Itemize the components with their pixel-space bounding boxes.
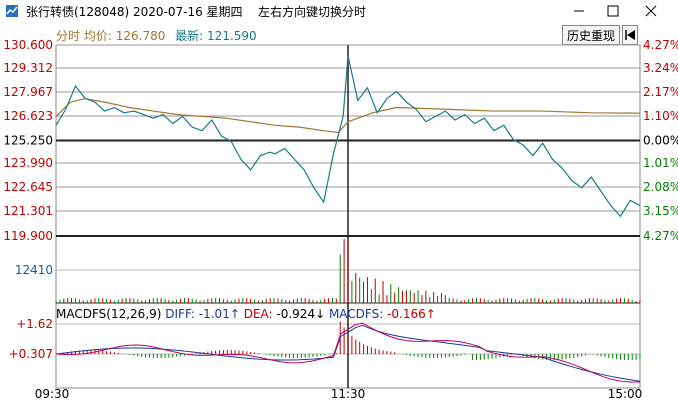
percent-tick-label: 3.15%: [643, 204, 678, 218]
macd-legend-part: DIFF:: [165, 307, 199, 321]
macd-legend-part: MACDFS:: [329, 307, 387, 321]
latest-value: 121.590: [207, 29, 257, 43]
window-title: 张行转债(128048) 2020-07-16 星期四: [26, 5, 243, 19]
macd-legend-part: DEA:: [244, 307, 277, 321]
price-tick-label: 129.312: [3, 61, 53, 75]
percent-tick-label: 0.00%: [643, 134, 678, 148]
price-line: [55, 55, 641, 218]
close-icon: [645, 5, 657, 17]
percent-tick-label: 4.27%: [643, 229, 678, 243]
history-replay-button[interactable]: 历史重现: [562, 25, 620, 45]
percent-tick-label: 2.17%: [643, 85, 678, 99]
price-tick-label: 127.967: [3, 85, 53, 99]
fenshi-label: 分时: [56, 29, 81, 43]
maximize-icon: [607, 5, 619, 17]
macd-legend-part: -1.01↑: [199, 307, 244, 321]
app-icon: [6, 5, 18, 17]
maximize-button[interactable]: [598, 0, 628, 22]
time-label: 11:30: [331, 387, 366, 400]
percent-tick-label: 4.27%: [643, 38, 678, 52]
price-tick-label: 123.990: [3, 156, 53, 170]
price-tick-label: 121.301: [3, 204, 53, 218]
macd-dea-line: [55, 322, 641, 383]
intraday-chart: 130.600 4.27% 129.312 3.24% 127.967 2.17% 126.…: [3, 38, 678, 400]
macd-legend-part: -0.924↓: [276, 307, 329, 321]
avg-label: 均价:: [83, 29, 112, 43]
time-label: 09:30: [35, 387, 70, 400]
macd-legend-part: -0.166↑: [387, 307, 436, 321]
percent-tick-label: 1.10%: [643, 109, 678, 123]
macd-legend-part: MACDFS(12,26,9): [56, 307, 165, 321]
price-tick-label: 122.645: [3, 180, 53, 194]
price-tick-label: 130.600: [3, 38, 53, 52]
title-bar: 张行转债(128048) 2020-07-16 星期四 左右方向键切换分时: [0, 0, 678, 22]
percent-tick-label: 1.01%: [643, 156, 678, 170]
percent-tick-label: 2.08%: [643, 180, 678, 194]
latest-label: 最新:: [175, 29, 204, 43]
avg-price-line: [55, 97, 641, 134]
time-label: 15:00: [608, 387, 643, 400]
volume-tick-label: 12410: [15, 263, 53, 277]
price-tick-label: 125.250: [3, 134, 53, 148]
close-button[interactable]: [636, 0, 666, 22]
price-tick-label: 126.623: [3, 109, 53, 123]
macd-diff-line: [55, 324, 641, 382]
macd-legend: MACDFS(12,26,9) DIFF: -1.01↑ DEA: -0.924…: [56, 307, 436, 321]
macd-tick-label: +1.62: [16, 317, 53, 331]
chart-header: 分时 均价: 126.780 最新: 121.590: [56, 27, 257, 44]
price-tick-label: 119.900: [3, 229, 53, 243]
percent-tick-label: 3.24%: [643, 61, 678, 75]
avg-value: 126.780: [115, 29, 166, 43]
navigation-hint: 左右方向键切换分时: [258, 5, 367, 19]
minimize-icon: [574, 10, 584, 12]
macd-tick-label: +0.307: [9, 347, 53, 361]
step-back-icon: [625, 30, 635, 40]
minimize-button[interactable]: [564, 0, 594, 22]
